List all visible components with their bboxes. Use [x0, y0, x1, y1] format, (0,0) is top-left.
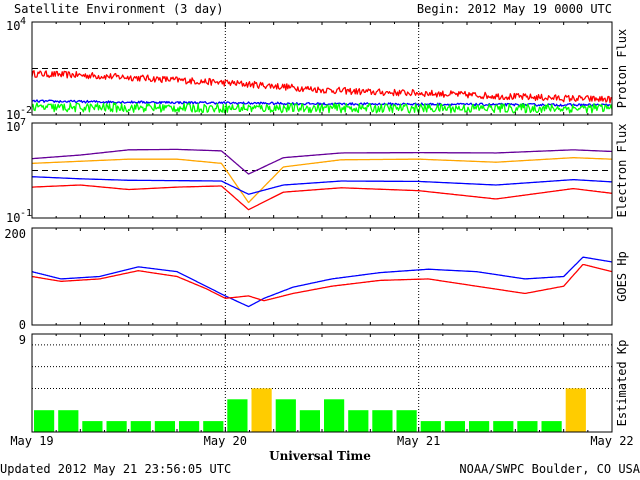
kp-bar [469, 421, 490, 432]
kp-bar [444, 421, 465, 432]
kp-bar [565, 388, 586, 432]
x-tick-label: May 22 [590, 434, 633, 448]
y-tick-top: 9 [19, 333, 26, 347]
kp-bar [34, 410, 55, 432]
panel-3: 200 0 GOES Hp [4, 227, 629, 332]
kp-bar [517, 421, 538, 432]
panel-2: 10 710 -1 Electron Flux [6, 117, 629, 225]
kp-bar [372, 410, 393, 432]
y-axis-title: Electron Flux [615, 124, 629, 218]
kp-bar [348, 410, 369, 432]
x-axis-tick-labels: May 19 May 20 May 21 May 22 [10, 434, 633, 448]
kp-bar [130, 421, 151, 432]
kp-bar [227, 399, 248, 432]
y-axis-title: Proton Flux [615, 29, 629, 108]
y-tick-bottom-base: 10 [6, 211, 20, 225]
y-tick-top-exponent: 4 [20, 16, 26, 27]
y-tick-top-exponent: 7 [20, 117, 26, 128]
kp-bar [275, 399, 296, 432]
kp-bar [493, 421, 514, 432]
kp-bar [396, 410, 417, 432]
chart-title: Satellite Environment (3 day) [14, 2, 224, 16]
begin-time-label: Begin: 2012 May 19 0000 UTC [417, 2, 612, 16]
red-series-line [32, 184, 613, 211]
kp-bar [154, 421, 175, 432]
panel-4: 9 Estimated Kp [19, 333, 629, 433]
kp-bar [420, 421, 441, 432]
y-tick-bottom: 0 [19, 318, 26, 332]
x-tick-label: May 19 [10, 434, 53, 448]
blue-series-line [31, 176, 613, 195]
kp-bar [251, 388, 272, 432]
red-series-line [31, 70, 613, 104]
kp-bar [299, 410, 320, 432]
y-tick-top-base: 10 [6, 120, 20, 134]
kp-bar [324, 399, 345, 432]
updated-timestamp: Updated 2012 May 21 23:56:05 UTC [0, 462, 231, 476]
kp-bar [106, 421, 127, 432]
credit-label: NOAA/SWPC Boulder, CO USA [459, 462, 640, 476]
y-tick-bottom-exponent: -1 [20, 208, 32, 219]
kp-bar [179, 421, 200, 432]
x-axis-title: Universal Time [269, 449, 371, 463]
y-tick-top-base: 10 [6, 19, 20, 33]
x-tick-label: May 20 [204, 434, 247, 448]
y-tick-top: 200 [4, 227, 26, 241]
purple-series-line [32, 148, 613, 175]
y-axis-title: GOES Hp [615, 251, 629, 302]
blue-series-line [31, 256, 613, 308]
kp-bar [203, 421, 224, 432]
panel-frame [31, 227, 613, 326]
y-axis-title: Estimated Kp [615, 340, 629, 427]
panel-frame [31, 333, 613, 433]
orange-series-line [31, 157, 613, 204]
red-series-line [31, 263, 613, 302]
y-tick-bottom-base: 10 [6, 108, 20, 122]
y-tick-bottom-exponent: -2 [20, 105, 32, 116]
kp-bar [541, 421, 562, 432]
kp-bar [58, 410, 79, 432]
kp-bar [82, 421, 103, 432]
green-series-line [31, 102, 613, 114]
x-tick-label: May 21 [397, 434, 440, 448]
